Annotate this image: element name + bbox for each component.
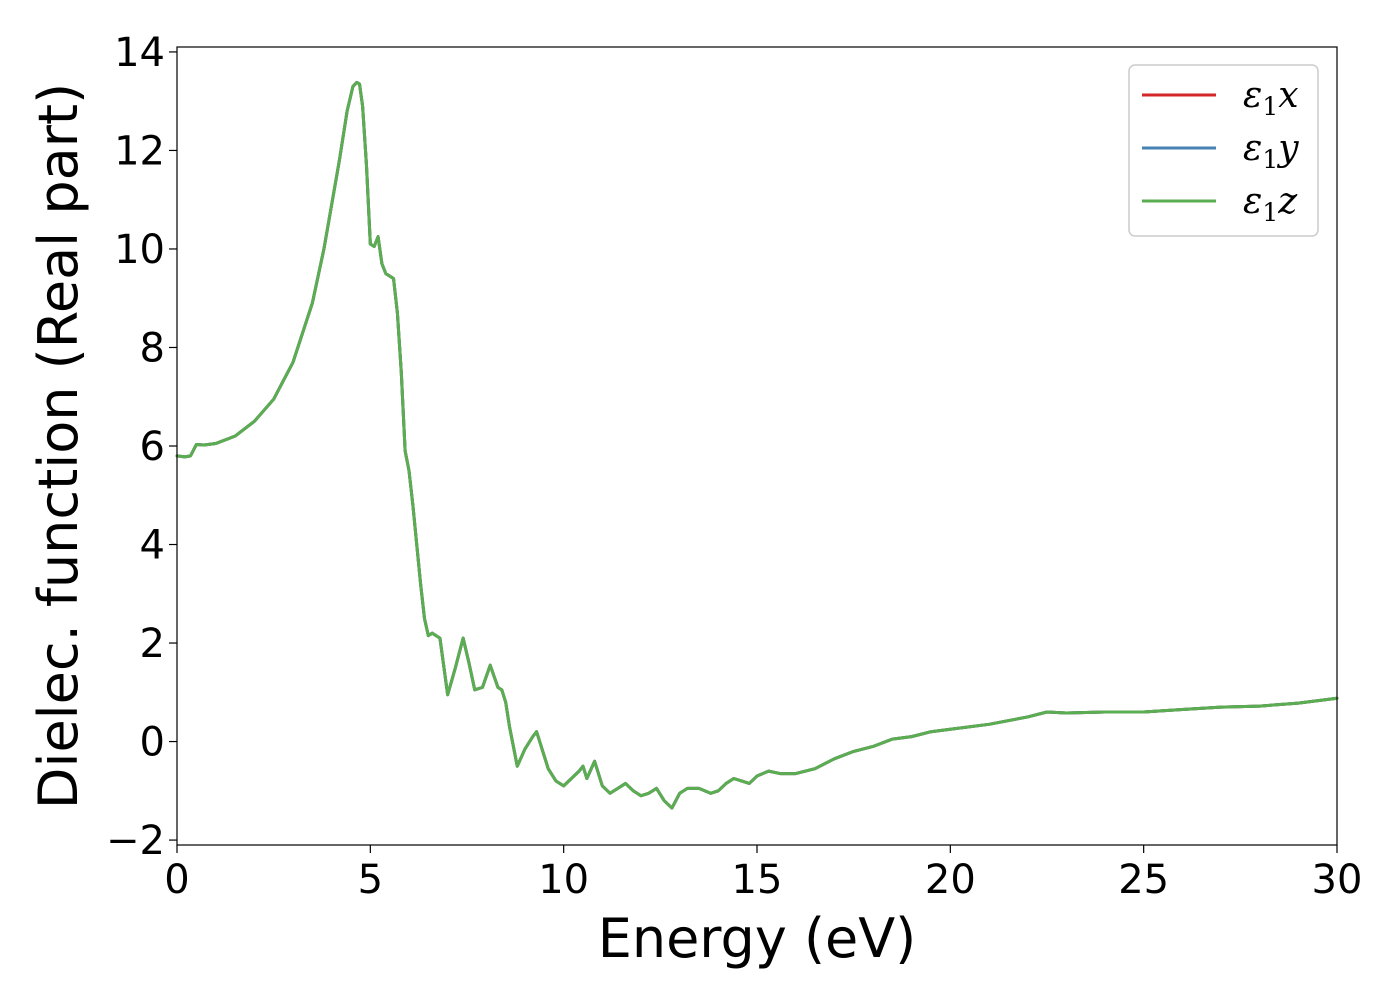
y-tick-label: 8 [140, 325, 165, 371]
y-tick-label: −2 [106, 818, 165, 864]
y-tick-label: 10 [114, 227, 165, 273]
x-tick-label: 20 [925, 857, 976, 903]
y-tick-label: 0 [140, 720, 165, 766]
x-tick-label: 5 [358, 857, 383, 903]
legend-label: ε1z [1243, 181, 1298, 227]
x-axis-title: Energy (eV) [598, 907, 917, 970]
y-axis: −2 0 2 4 6 8 10 12 14 [106, 30, 177, 864]
x-tick-label: 25 [1118, 857, 1169, 903]
x-tick-label: 30 [1312, 857, 1363, 903]
legend-label: ε1x [1243, 75, 1299, 121]
x-tick-label: 10 [538, 857, 589, 903]
legend: ε1x ε1y ε1z [1128, 64, 1319, 237]
y-axis-title: Dielec. function (Real part) [27, 83, 90, 809]
y-tick-label: 12 [114, 128, 165, 174]
y-tick-label: 14 [114, 30, 165, 76]
x-tick-label: 15 [732, 857, 783, 903]
y-tick-label: 4 [140, 523, 165, 569]
series-line-3 [175, 80, 1339, 810]
y-tick-label: 6 [140, 424, 165, 470]
legend-box [1128, 64, 1319, 237]
series-layer [175, 80, 1339, 810]
x-axis: 0 5 10 15 20 25 30 [164, 845, 1362, 903]
y-tick-label: 2 [140, 621, 165, 667]
x-tick-label: 0 [164, 857, 189, 903]
legend-label: ε1y [1243, 128, 1299, 174]
